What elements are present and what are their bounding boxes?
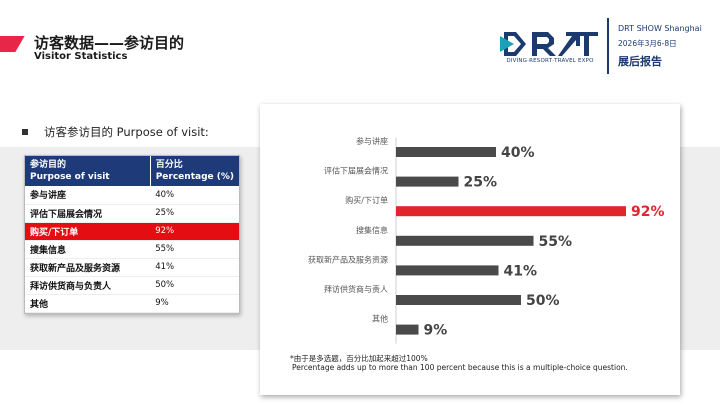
table-cell-value: 25% [150,204,239,223]
table-cell-label: 评估下届展会情况 [25,204,151,223]
chart-value-label: 50% [526,293,560,309]
table-cell-value: 55% [150,240,239,259]
chart-bar [396,324,419,335]
table-cell-value: 41% [150,258,239,277]
header-divider [607,18,609,74]
table-cell-label: 购买/下订单 [25,222,151,241]
table-row: 获取新产品及服务资源 41% [25,258,239,277]
table-header-row: 参访目的 Purpose of visit 百分比 Percentage (%) [25,156,239,186]
chart-bar [396,206,626,217]
chart-value-label: 9% [424,323,448,339]
chart-category-label: 获取新产品及服务资源 [308,254,388,264]
chart-category-label: 搜集信息 [356,225,388,235]
purpose-bar-chart-card: 参与讲座 40% 评估下届展会情况 25% 购买/下订单 92% 搜集信息 55% 获取新产品及… [260,104,680,395]
chart-category-label: 参与讲座 [356,136,388,146]
purpose-bar-chart: 参与讲座 40% 评估下届展会情况 25% 购买/下订单 92% 搜集信息 55% 获取新产品及… [308,136,665,344]
table-row-highlighted: 购买/下订单 92% [25,222,239,241]
drt-logo-icon [500,32,598,56]
chart-value-label: 55% [539,234,573,250]
table-header-percentage-cn: 百分比 [155,160,183,170]
section-heading-text: 访客参访目的 Purpose of visit: [44,125,209,139]
table-cell-label: 其他 [25,294,151,313]
report-label: 展后报告 [618,55,662,68]
table-row: 评估下届展会情况 25% [25,204,239,223]
table-cell-value: 92% [150,222,239,241]
table-header-purpose-cn: 参访目的 [30,160,67,170]
table-cell-label: 搜集信息 [25,240,151,259]
chart-value-label: 41% [504,263,538,279]
section-heading: 访客参访目的 Purpose of visit: [22,124,209,140]
table-header-percentage-en: Percentage (%) [155,172,234,182]
table-cell-value: 9% [150,294,239,313]
table-header-purpose: 参访目的 Purpose of visit [25,156,151,186]
chart-category-label: 拜访供货商与责人 [324,284,388,294]
table-cell-label: 拜访供货商与负责人 [25,276,151,295]
table-row: 其他 9% [25,294,239,313]
chart-category-label: 购买/下订单 [345,195,388,205]
title-accent-tab [0,36,25,52]
page-subtitle: Visitor Statistics [34,51,128,62]
table-header-percentage: 百分比 Percentage (%) [150,156,239,186]
table-cell-value: 50% [150,276,239,295]
chart-value-label: 25% [464,175,498,191]
table-row: 拜访供货商与负责人 50% [25,276,239,295]
chart-value-label: 40% [501,145,535,161]
table-cell-label: 参与讲座 [25,186,151,205]
page-title: 访客数据——参访目的 [34,34,185,52]
table-cell-label: 获取新产品及服务资源 [25,258,151,277]
chart-bar [396,265,499,276]
chart-bar [396,147,496,157]
chart-category-label: 其他 [372,314,388,324]
footnote-en: Percentage adds up to more than 100 perc… [292,363,628,372]
event-name: DRT SHOW Shanghai [618,24,702,33]
bullet-square-icon [22,128,28,135]
chart-bar [396,235,534,246]
table-row: 搜集信息 55% [25,240,239,259]
table-header-purpose-en: Purpose of visit [30,172,110,182]
logo-tagline: DIVING·RESORT·TRAVEL EXPO [506,58,594,64]
chart-category-label: 评估下届展会情况 [324,166,388,176]
table-cell-value: 40% [150,186,239,205]
chart-bar [396,295,521,305]
chart-bar [396,176,459,187]
purpose-table: 参访目的 Purpose of visit 百分比 Percentage (%)… [24,155,240,314]
table-row: 参与讲座 40% [25,186,239,205]
footnote-cn: *由于是多选题，百分比加起来超过100% [290,354,428,363]
event-date: 2026年3月6-8日 [618,39,677,48]
chart-value-label: 92% [631,204,665,220]
